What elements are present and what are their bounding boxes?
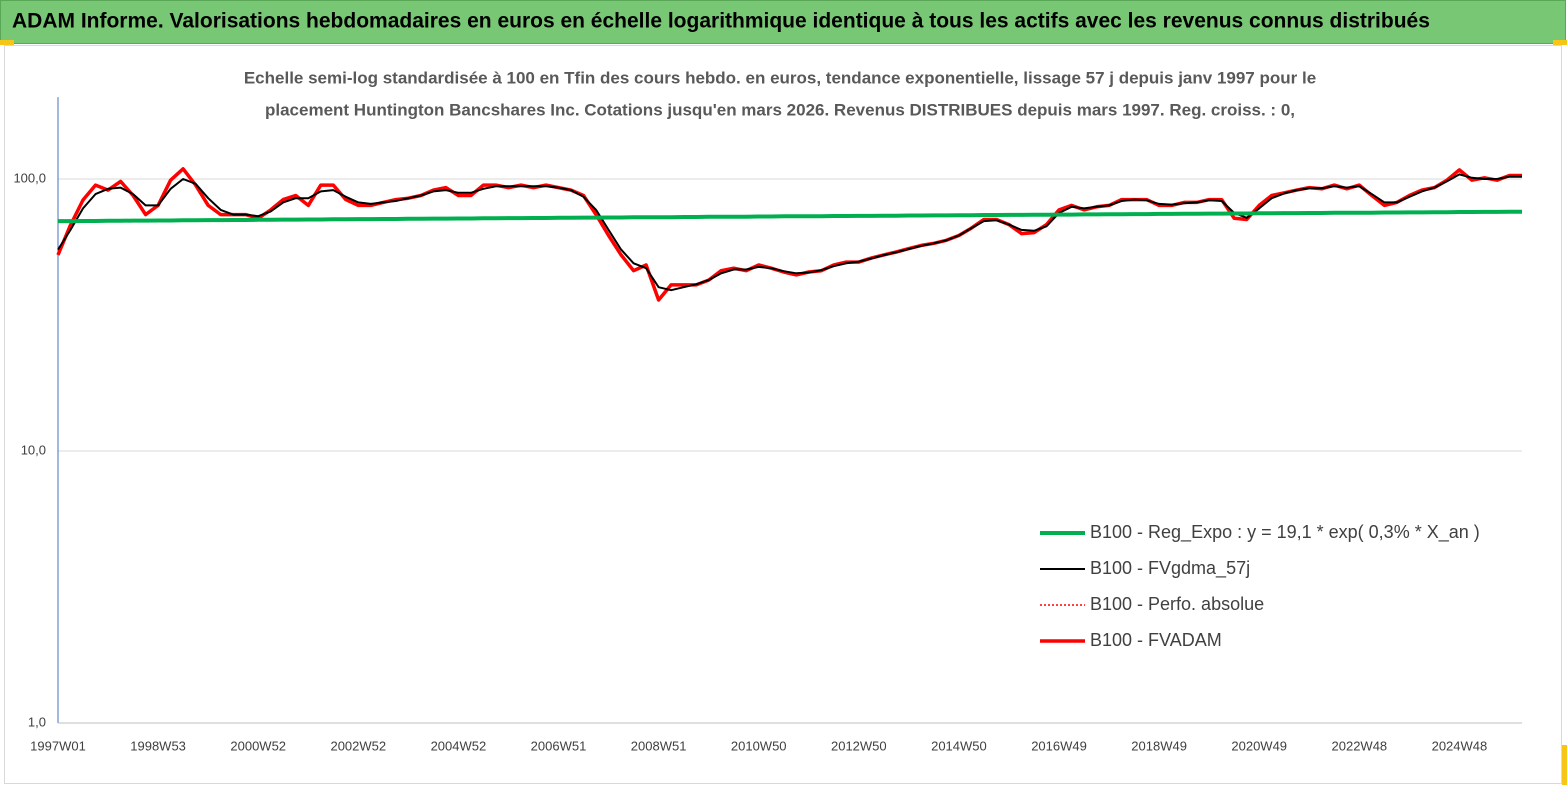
- x-tick-label: 2022W48: [1332, 738, 1388, 753]
- series-line: [57, 168, 1522, 301]
- y-tick-label: 1,0: [28, 714, 46, 729]
- chart-title: Echelle semi-log standardisée à 100 en T…: [244, 68, 1316, 87]
- x-tick-label: 2016W49: [1031, 738, 1087, 753]
- chart-subtitle: placement Huntington Bancshares Inc. Cot…: [265, 100, 1295, 119]
- banner: [0, 0, 1566, 44]
- x-tick-label: 2010W50: [731, 738, 787, 753]
- x-tick-label: 2000W52: [230, 738, 286, 753]
- corner-mark: [1553, 40, 1567, 45]
- x-tick-label: 2020W49: [1231, 738, 1287, 753]
- series-line: [58, 209, 1522, 224]
- y-tick-label: 10,0: [21, 442, 46, 457]
- x-tick-label: 2024W48: [1432, 738, 1488, 753]
- x-tick-label: 2018W49: [1131, 738, 1187, 753]
- corner-mark: [1562, 745, 1567, 785]
- series-line: [57, 173, 1522, 292]
- x-tick-label: 2008W51: [631, 738, 687, 753]
- corner-mark: [0, 40, 14, 45]
- chart-frame: [4, 45, 1562, 784]
- legend-label: B100 - FVgdma_57j: [1090, 558, 1250, 579]
- x-tick-label: 2004W52: [431, 738, 487, 753]
- banner-title: ADAM Informe. Valorisations hebdomadaire…: [12, 10, 1430, 33]
- x-tick-label: 1998W53: [130, 738, 186, 753]
- x-tick-label: 1997W01: [30, 738, 86, 753]
- plot-area: 1,0 10,0 100,0 1997W01 1998W53 2000W52 2002W52…: [13, 97, 1522, 753]
- legend-label: B100 - Reg_Expo : y = 19,1 * exp( 0,3% *…: [1090, 522, 1480, 543]
- legend-label: B100 - FVADAM: [1090, 630, 1222, 650]
- x-tick-label: 2002W52: [330, 738, 386, 753]
- x-tick-label: 2012W50: [831, 738, 887, 753]
- x-tick-label: 2006W51: [531, 738, 587, 753]
- y-tick-label: 100,0: [13, 170, 46, 185]
- legend-label: B100 - Perfo. absolue: [1090, 594, 1264, 614]
- x-tick-label: 2014W50: [931, 738, 987, 753]
